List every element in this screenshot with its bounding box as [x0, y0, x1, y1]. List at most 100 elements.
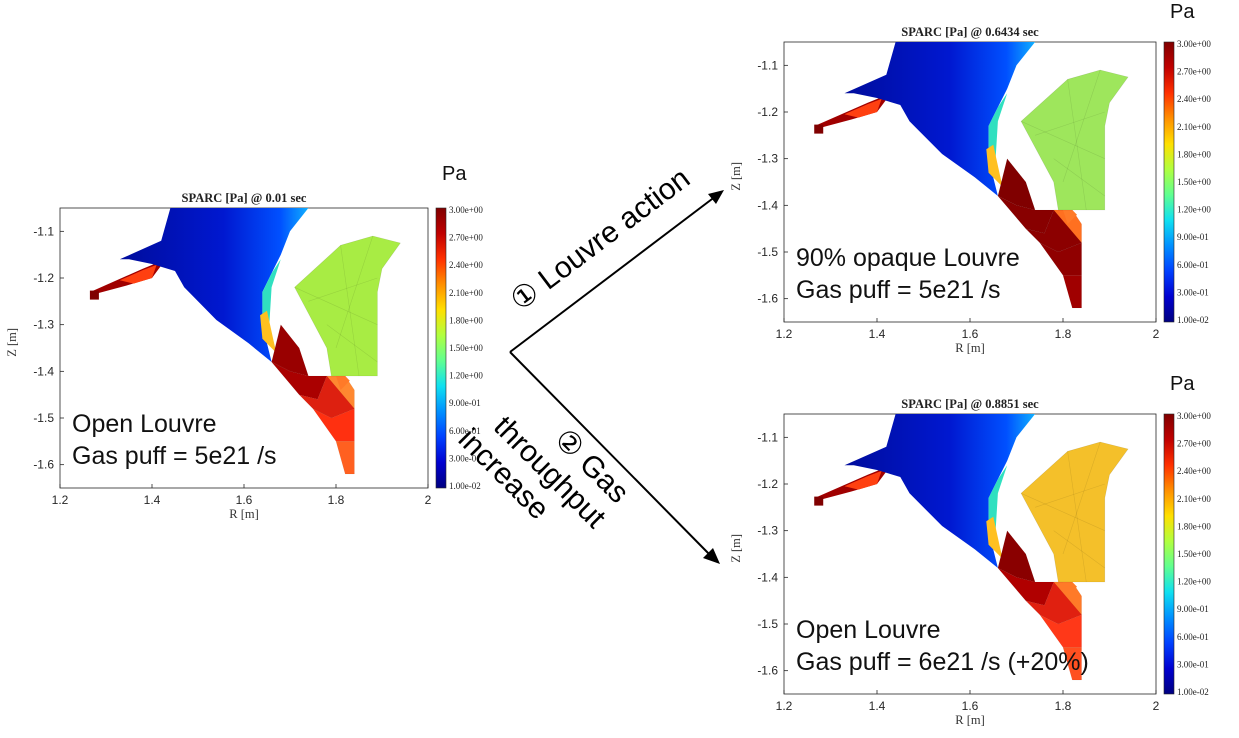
- arrow-gas-throughput: [509, 351, 720, 564]
- colorbar-tick-label: 1.50e+00: [449, 343, 483, 353]
- panel-initial: SPARC [Pa] @ 0.01 sec 1.2 1.4 1.6 1.8 2 -1.1 -1…: [5, 163, 483, 521]
- colorbar-tick-label: 3.00e-01: [449, 453, 481, 463]
- lower-leg-cell: [1039, 614, 1082, 648]
- lower-leg-cell: [1062, 275, 1082, 309]
- y-tick-label: -1.2: [757, 105, 778, 119]
- colorbar-tick-label: 3.00e+00: [1177, 411, 1211, 421]
- y-tick-label: -1.5: [33, 411, 54, 425]
- y-axis-label: Z [m]: [729, 534, 743, 563]
- colorbar-tick-label: 1.50e+00: [1177, 549, 1211, 559]
- panel-caption-line: Gas puff = 5e21 /s: [796, 276, 1001, 304]
- panel-caption-line: Gas puff = 5e21 /s: [72, 442, 277, 470]
- mesh-line: [1053, 530, 1106, 569]
- lower-leg-cell: [312, 408, 355, 442]
- gas-puff-hot: [844, 470, 882, 490]
- y-axis-label: Z [m]: [5, 328, 19, 357]
- mesh-line: [294, 287, 378, 325]
- colorbar-tick-label: 1.80e+00: [1177, 521, 1211, 531]
- mesh-line: [326, 324, 378, 363]
- core-edge-hot: [986, 144, 1003, 187]
- colorbar-tick-label: 1.20e+00: [1177, 577, 1211, 587]
- colorbar: 3.00e+00 2.70e+00 2.40e+00 2.10e+00 1.80e+00…: [1163, 1, 1211, 325]
- panel-title: SPARC [Pa] @ 0.01 sec: [182, 191, 307, 205]
- chamber-region: [1020, 441, 1129, 583]
- colorbar-tick-label: 1.50e+00: [1177, 177, 1211, 187]
- colorbar-unit: Pa: [442, 163, 467, 185]
- gas-puff-injector: [814, 496, 824, 506]
- mesh-line: [1021, 121, 1105, 159]
- mesh-line: [1067, 79, 1087, 211]
- y-axis-label: Z [m]: [729, 162, 743, 191]
- x-axis-label: R [m]: [229, 507, 259, 521]
- y-tick-label: -1.5: [757, 617, 778, 631]
- panel-caption-line: Gas puff = 6e21 /s (+20%): [796, 648, 1089, 676]
- x-tick-label: 1.8: [1055, 327, 1072, 341]
- x-tick-label: 1.4: [869, 699, 886, 713]
- colorbar-tick-label: 1.20e+00: [449, 371, 483, 381]
- x-tick-label: 1.2: [776, 327, 793, 341]
- lower-leg-cell: [271, 324, 309, 377]
- panel-caption-line: 90% opaque Louvre: [796, 244, 1020, 272]
- mesh-line: [1062, 441, 1101, 555]
- mesh-line: [1035, 111, 1105, 136]
- y-tick-label: -1.1: [33, 224, 54, 238]
- y-tick-label: -1.6: [757, 292, 778, 306]
- x-tick-label: 2: [1153, 699, 1160, 713]
- panel-caption-line: Open Louvre: [796, 616, 941, 644]
- mesh-line: [1067, 451, 1087, 583]
- colorbar-tick-label: 2.10e+00: [1177, 122, 1211, 132]
- plot-mesh: [89, 208, 401, 475]
- x-axis-label: R [m]: [955, 713, 985, 727]
- colorbar-tick-label: 9.00e-01: [1177, 232, 1209, 242]
- panel-louvre: SPARC [Pa] @ 0.6434 sec 1.2 1.4 1.6 1.8 2 -1.1…: [729, 1, 1211, 355]
- colorbar-tick-label: 3.00e-01: [1177, 287, 1209, 297]
- plot-mesh: [814, 414, 1129, 681]
- y-tick-label: -1.4: [757, 570, 778, 584]
- colorbar-strip: [1163, 413, 1175, 695]
- x-tick-label: 1.8: [1055, 699, 1072, 713]
- lower-leg-cell: [1039, 242, 1082, 276]
- x-tick-label: 1.2: [52, 493, 69, 507]
- x-tick-label: 1.6: [962, 327, 979, 341]
- colorbar-tick-label: 6.00e-01: [1177, 260, 1209, 270]
- colorbar-tick-label: 2.40e+00: [449, 260, 483, 270]
- y-tick-label: -1.1: [757, 58, 778, 72]
- core-edge-hot: [260, 310, 277, 353]
- panel-throughput: SPARC [Pa] @ 0.8851 sec 1.2 1.4 1.6 1.8 2 -1.1…: [729, 373, 1211, 727]
- x-tick-label: 2: [425, 493, 432, 507]
- colorbar-tick-label: 2.70e+00: [1177, 439, 1211, 449]
- x-tick-label: 1.4: [869, 327, 886, 341]
- colorbar-unit: Pa: [1170, 373, 1195, 395]
- y-tick-label: -1.3: [33, 318, 54, 332]
- x-tick-label: 1.8: [328, 493, 345, 507]
- x-tick-label: 1.4: [144, 493, 161, 507]
- y-tick-label: -1.1: [757, 430, 778, 444]
- colorbar-strip: [1163, 41, 1175, 323]
- mesh-line: [1053, 158, 1106, 197]
- gas-puff-hot: [119, 264, 157, 284]
- colorbar-tick-label: 3.00e+00: [1177, 39, 1211, 49]
- colorbar-tick-label: 2.40e+00: [1177, 94, 1211, 104]
- y-tick-label: -1.2: [33, 271, 54, 285]
- lower-leg-cell: [335, 441, 355, 475]
- y-tick-label: -1.6: [757, 664, 778, 678]
- colorbar: 3.00e+00 2.70e+00 2.40e+00 2.10e+00 1.80e+00…: [435, 163, 483, 491]
- gas-puff-injector: [814, 124, 824, 134]
- colorbar-tick-label: 3.00e-01: [1177, 659, 1209, 669]
- panel-caption-line: Open Louvre: [72, 410, 217, 438]
- colorbar-tick-label: 9.00e-01: [449, 398, 481, 408]
- y-tick-label: -1.3: [757, 524, 778, 538]
- colorbar-tick-label: 2.70e+00: [449, 233, 483, 243]
- lower-leg-cell: [1063, 582, 1077, 596]
- colorbar-tick-label: 2.40e+00: [1177, 466, 1211, 476]
- y-tick-label: -1.5: [757, 245, 778, 259]
- x-tick-label: 1.6: [236, 493, 253, 507]
- mesh-line: [1021, 493, 1105, 531]
- y-tick-label: -1.3: [757, 152, 778, 166]
- x-axis-label: R [m]: [955, 341, 985, 355]
- lower-leg-cell: [1062, 647, 1082, 681]
- colorbar-tick-label: 2.70e+00: [1177, 67, 1211, 77]
- colorbar-tick-label: 1.80e+00: [449, 315, 483, 325]
- mesh-line: [1062, 69, 1101, 183]
